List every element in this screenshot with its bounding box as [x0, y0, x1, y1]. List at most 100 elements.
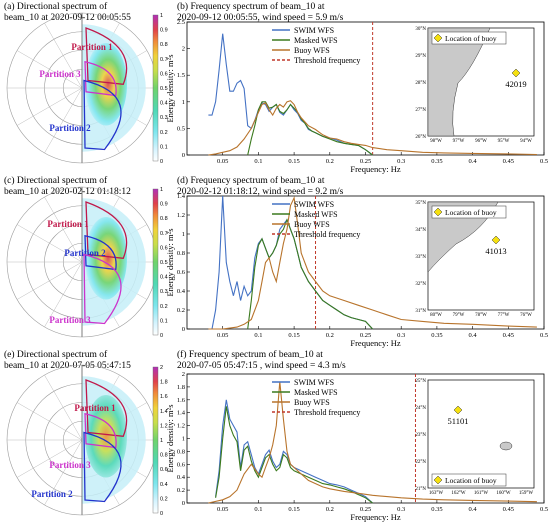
map-lat-label: 31°N [415, 309, 426, 314]
polar-title-line1: (e) Directional spectrum of [4, 349, 108, 360]
x-tick-label: 0.3 [397, 332, 405, 339]
map-lon-label: 76°W [520, 313, 532, 318]
polar-grid-spoke [44, 87, 83, 154]
spectrum-energy-peak [85, 395, 127, 478]
map-lat-label: 27°N [415, 108, 426, 113]
colorbar-tick-label: 0.5 [160, 86, 168, 92]
polar-grid-spoke [16, 50, 83, 89]
colorbar-tick-label: 0.7 [160, 231, 168, 237]
colorbar-tick-label: 1.6 [160, 394, 168, 400]
legend-label: Threshold frequency [294, 56, 360, 65]
map-legend-label: Location of buoy [445, 208, 497, 217]
map-legend-box [431, 205, 507, 219]
colorbar-tick-label: 0.6 [160, 245, 168, 251]
map-lon-label: 97°W [453, 139, 465, 144]
map-lon-label: 78°W [475, 313, 487, 318]
colorbar-tick-label: 0.2 [160, 304, 168, 310]
buoy-id-label: 51101 [448, 416, 469, 426]
y-tick-label: 1.4 [177, 410, 186, 417]
map-lon-label: 98°W [430, 139, 442, 144]
legend-label: SWIM WFS [294, 378, 334, 387]
y-tick-label: 0.5 [177, 125, 185, 132]
map-lon-label: 94°W [520, 139, 532, 144]
series-line [208, 195, 537, 330]
y-tick-label: 1.2 [177, 423, 185, 430]
colorbar-tick-label: 0.6 [160, 467, 168, 473]
legend-label: SWIM WFS [294, 26, 334, 35]
colorbar-tick-label: 0 [160, 511, 163, 517]
polar-grid-spoke [16, 87, 83, 126]
y-tick-label: 0.8 [177, 250, 185, 257]
map-lat-label: 24°N [415, 406, 426, 411]
chart-subtitle: 2020-07-05 05:47:15 , wind speed = 4.3 m… [177, 361, 346, 371]
map-lon-label: 96°W [475, 139, 487, 144]
buoy-marker [453, 405, 463, 415]
x-axis-label: Frequency: Hz [350, 512, 401, 522]
legend-label: Buoy WFS [294, 46, 330, 55]
chart-subtitle: 2020-09-12 00:05:55, wind speed = 5.9 m/… [177, 13, 344, 23]
partition-label: Partition 2 [64, 248, 106, 258]
series-line [215, 406, 373, 504]
colorbar: 0 0.1 0.2 0.3 0.4 0.5 0.6 0.7 0.8 0.9 1 [152, 187, 168, 339]
colorbar-gradient [152, 14, 159, 162]
x-axis-label: Frequency: Hz [350, 338, 401, 348]
y-tick-label: 1 [182, 231, 185, 238]
x-tick-label: 0.2 [326, 332, 334, 339]
buoy-marker [491, 235, 501, 245]
colorbar-tick-label: 0.1 [160, 318, 168, 324]
y-tick-label: 1 [182, 99, 185, 106]
location-map-inset: 31°N 32°N 33°N 34°N 35°N 80°W 79°W 78°W 77°W 76°W… [415, 201, 535, 318]
colorbar-tick-label: 0.3 [160, 115, 168, 121]
chart-subtitle: 2020-02-12 01:18:12, wind speed = 9.2 m/… [177, 187, 344, 197]
colorbar-tick-label: 0 [160, 159, 163, 165]
y-tick-label: 0.4 [177, 288, 186, 295]
polar-title-line2: beam_10 at 2020-09-12 00:05:55 [4, 13, 131, 23]
partition-label: Partition 2 [31, 489, 73, 499]
y-tick-label: 1.6 [177, 397, 186, 404]
x-tick-label: 0.3 [397, 506, 405, 513]
x-tick-label: 0.25 [360, 332, 371, 339]
buoy-marker [511, 68, 521, 78]
polar-grid-spoke [44, 374, 83, 441]
polar-grid-spoke [44, 439, 83, 506]
partition-label: Partition 3 [49, 460, 91, 470]
x-tick-label: 0.45 [503, 332, 514, 339]
chart-title: (f) Frequency spectrum of beam_10 at [177, 349, 323, 360]
frequency-spectrum-chart: (b) Frequency spectrum of beam_10 at2020… [165, 1, 548, 174]
map-lon-label: 79°W [453, 313, 465, 318]
colorbar-tick-label: 0.5 [160, 260, 168, 266]
map-legend-box [431, 473, 507, 487]
colorbar: 0 0.2 0.4 0.6 0.8 1 1.2 1.4 1.6 1.8 2 [152, 365, 168, 517]
map-lat-label: 32°N [415, 282, 426, 287]
colorbar-tick-label: 2 [160, 365, 163, 371]
chart-title: (b) Frequency spectrum of beam_10 at [177, 1, 325, 12]
colorbar-tick-label: 0.9 [160, 28, 168, 34]
spectrum-energy-peak [85, 43, 127, 126]
partition-contour [84, 234, 117, 271]
polar-grid-spoke [16, 261, 83, 300]
y-tick-label: 1 [182, 436, 185, 443]
map-legend-box [431, 31, 507, 45]
legend-label: Threshold frequency [294, 230, 360, 239]
buoy-legend-icon [433, 207, 443, 217]
x-tick-label: 0.45 [503, 506, 514, 513]
x-tick-label: 0.4 [469, 506, 478, 513]
partition-label: Partition 1 [71, 42, 113, 52]
x-tick-label: 0.3 [397, 158, 405, 165]
polar-grid-spoke [16, 439, 83, 478]
colorbar-tick-label: 0.4 [160, 101, 168, 107]
colorbar-tick-label: 0.8 [160, 42, 168, 48]
y-tick-label: 1.5 [177, 72, 185, 79]
polar-grid-spoke [16, 402, 83, 441]
colorbar: 0 0.1 0.2 0.3 0.4 0.5 0.6 0.7 0.8 0.9 1 [152, 13, 168, 165]
series-line [215, 399, 373, 504]
y-tick-label: 0.2 [177, 487, 185, 494]
x-tick-label: 0.4 [469, 332, 478, 339]
x-tick-label: 0.15 [288, 158, 299, 165]
